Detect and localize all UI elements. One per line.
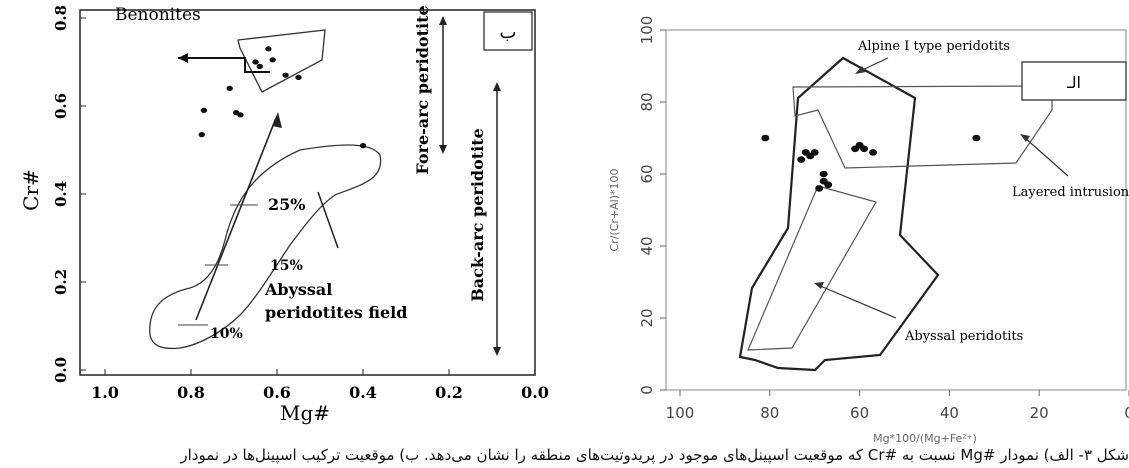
right-data-point (797, 156, 806, 163)
right-panel-label-box (1021, 61, 1127, 101)
right-y-ticks: 0 20 40 60 80 100 (638, 16, 666, 395)
abyssal-arrowhead (814, 282, 824, 289)
left-x-tick-label: 0.0 (521, 383, 549, 402)
benonites-arrowhead (178, 53, 188, 63)
left-x-tick-label: 1.0 (91, 383, 119, 402)
left-data-point (226, 85, 233, 91)
left-plot-frame (79, 9, 536, 376)
abyssal-arrow (817, 284, 897, 319)
right-x-tick-label: 60 (850, 404, 869, 422)
abyssal-label-line1: Abyssal (264, 280, 332, 299)
back-arc-label: Back-arc peridotite (468, 128, 487, 302)
left-data-point (269, 57, 276, 63)
left-y-tick-label: 0.8 (52, 5, 70, 31)
alpine-arrowhead (855, 66, 866, 74)
right-y-axis-label: Cr/(Cr+Al)*100 (608, 169, 621, 252)
right-x-tick-label: 80 (760, 404, 779, 422)
left-data-point (359, 143, 367, 149)
left-x-tick-label: 0.6 (263, 383, 291, 402)
left-x-tick-label: 0.8 (177, 383, 205, 402)
right-data-point (810, 149, 819, 156)
right-data-point (972, 134, 981, 142)
left-data-point (265, 46, 272, 52)
left-x-tick-label: 0.4 (349, 383, 377, 402)
left-y-tick-label: 0.6 (52, 93, 70, 119)
melting-label-15: 15% (270, 258, 303, 274)
left-data-points (198, 46, 367, 149)
right-data-point (815, 185, 824, 192)
layered-arrow (1023, 136, 1069, 177)
right-x-tick-label: 20 (1030, 404, 1049, 422)
right-y-tick-label: 60 (638, 164, 656, 183)
right-abyssal-field-outline (747, 185, 877, 351)
right-x-tick-label: 100 (666, 404, 695, 422)
left-x-ticks: 1.0 0.8 0.6 0.4 0.2 0.0 (91, 369, 549, 402)
right-data-points (761, 134, 981, 192)
alpine-label: Alpine I type peridotits (857, 39, 1010, 54)
benonites-arrow (178, 57, 270, 73)
right-data-point (860, 145, 869, 153)
right-abyssal-label: Abyssal peridotits (904, 329, 1023, 344)
left-panel-label-box (483, 11, 533, 51)
fore-arc-arrowhead-top (439, 16, 447, 25)
right-plot-frame (665, 29, 1127, 391)
right-y-tick-label: 0 (638, 385, 656, 395)
benonites-label: Benonites (115, 5, 201, 25)
melting-trend-arrowhead (272, 112, 282, 128)
layered-label: Layered intrusions (1012, 185, 1129, 200)
benonites-polygon (237, 29, 326, 93)
right-data-point (869, 149, 878, 156)
right-x-axis-label: Mg*100/(Mg+Fe²⁺) (873, 432, 977, 445)
fore-arc-label: Fore-arc peridotite (413, 5, 432, 174)
melting-label-25: 25% (268, 195, 305, 214)
right-y-tick-label: 100 (638, 16, 656, 45)
fore-arc-arrowhead-bottom (439, 145, 447, 154)
right-x-ticks: 100 80 60 40 20 0 (666, 390, 1129, 422)
left-y-axis-label: Cr# (19, 169, 43, 211)
left-data-point (295, 74, 302, 80)
right-panel-label: الـ (1066, 73, 1081, 92)
right-data-point (761, 134, 770, 142)
left-data-point (198, 132, 205, 138)
right-data-point (819, 170, 828, 178)
alpine-field-outline (738, 56, 940, 372)
melting-trend-arrow (195, 117, 277, 321)
left-data-point (237, 112, 244, 118)
right-y-tick-label: 80 (638, 92, 656, 111)
right-x-tick-label: 0 (1124, 404, 1129, 422)
left-data-point (282, 72, 289, 78)
back-arc-arrowhead-bottom (493, 347, 501, 356)
left-y-tick-label: 0.4 (52, 181, 70, 207)
left-y-tick-label: 0.2 (52, 269, 70, 295)
left-y-ticks: 0.0 0.2 0.4 0.6 0.8 (52, 5, 86, 383)
left-panel-label: ب (500, 22, 517, 43)
left-y-tick-label: 0.0 (52, 357, 70, 383)
right-data-point (824, 181, 833, 189)
back-arc-arrowhead-top (493, 82, 501, 91)
right-y-tick-label: 40 (638, 236, 656, 255)
left-data-point (200, 107, 208, 113)
right-y-tick-label: 20 (638, 308, 656, 327)
layered-field-outline (792, 85, 1053, 169)
right-x-tick-label: 40 (940, 404, 959, 422)
layered-arrowhead (1020, 134, 1030, 142)
left-x-tick-label: 0.2 (435, 383, 463, 402)
figure-caption: شکل ۳- الف) نمودار #Mg نسبت به #Cr که مو… (180, 446, 1129, 464)
abyssal-label-line2: peridotites field (265, 303, 407, 322)
left-data-point (252, 59, 259, 65)
left-data-point (256, 63, 263, 69)
right-chart: الـ 100 80 60 40 20 0 0 20 40 60 80 100 Mg*100/(Mg… (608, 16, 1129, 445)
abyssal-pointer (317, 191, 339, 249)
left-x-axis-label: Mg# (280, 401, 330, 425)
left-chart: ب 1.0 0.8 0.6 0.4 0.2 0.0 0.0 0.2 0.4 0.6 0.8 Mg#… (19, 5, 549, 425)
melting-label-10: 10% (210, 326, 243, 342)
